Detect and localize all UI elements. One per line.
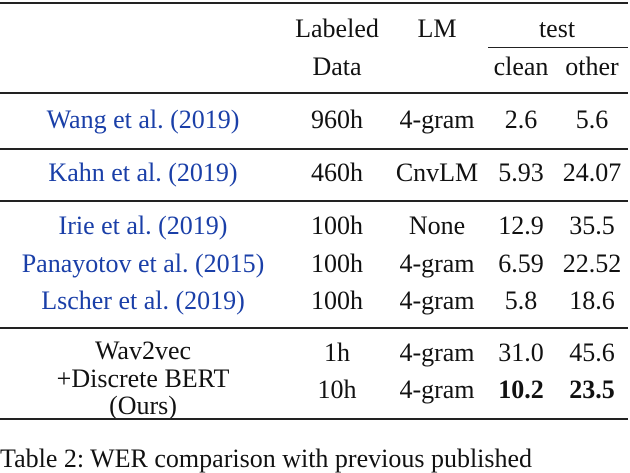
cell: 4-gram bbox=[399, 286, 475, 315]
rule bbox=[0, 327, 628, 329]
cell: 2.6 bbox=[504, 105, 538, 134]
cell: 35.5 bbox=[569, 211, 615, 240]
header-cell: other bbox=[565, 52, 619, 81]
cell: 100h bbox=[311, 286, 363, 315]
cell: 1h bbox=[324, 338, 350, 367]
bottom-rule bbox=[0, 418, 628, 420]
method-name: +Discrete BERT bbox=[56, 364, 230, 393]
cell: 31.0 bbox=[498, 338, 544, 367]
cell: 100h bbox=[311, 249, 363, 278]
rule bbox=[0, 148, 628, 150]
cell: 12.9 bbox=[498, 211, 544, 240]
cell: 18.6 bbox=[569, 286, 615, 315]
cell-best: 10.2 bbox=[498, 375, 544, 404]
citation: Irie et al. (2019) bbox=[58, 211, 228, 240]
cell: 6.59 bbox=[498, 249, 544, 278]
cell: 45.6 bbox=[569, 338, 615, 367]
cell: 5.93 bbox=[498, 158, 544, 187]
citation: Lscher et al. (2019) bbox=[41, 286, 245, 315]
top-rule bbox=[0, 2, 628, 4]
cell: 10h bbox=[317, 375, 357, 404]
cell: 4-gram bbox=[399, 249, 475, 278]
header-cell: test bbox=[538, 14, 576, 43]
header-cell: Labeled bbox=[295, 14, 379, 43]
cell: 24.07 bbox=[562, 158, 622, 187]
citation: Kahn et al. (2019) bbox=[48, 158, 238, 187]
method-name: (Ours) bbox=[109, 391, 177, 420]
cell: 100h bbox=[311, 211, 363, 240]
header-cell: clean bbox=[493, 52, 549, 81]
cell: 4-gram bbox=[399, 338, 475, 367]
header-cell: LM bbox=[417, 14, 457, 43]
cell-best: 23.5 bbox=[569, 375, 615, 404]
method-name: Wav2vec bbox=[94, 336, 192, 365]
cell: 22.52 bbox=[562, 249, 622, 278]
cell: 4-gram bbox=[399, 105, 475, 134]
citation: Wang et al. (2019) bbox=[46, 105, 240, 134]
cell: 4-gram bbox=[399, 375, 475, 404]
sub-rule bbox=[488, 47, 628, 48]
header-cell: Data bbox=[312, 52, 362, 81]
cell: None bbox=[408, 211, 466, 240]
citation: Panayotov et al. (2015) bbox=[21, 249, 265, 278]
cell: 5.6 bbox=[575, 105, 609, 134]
cell: CnvLM bbox=[395, 158, 479, 187]
caption: Table 2: WER comparison with previous pu… bbox=[0, 444, 533, 473]
rule bbox=[0, 200, 628, 202]
cell: 960h bbox=[311, 105, 363, 134]
cell: 5.8 bbox=[504, 286, 538, 315]
cell: 460h bbox=[311, 158, 363, 187]
rule bbox=[0, 92, 628, 94]
